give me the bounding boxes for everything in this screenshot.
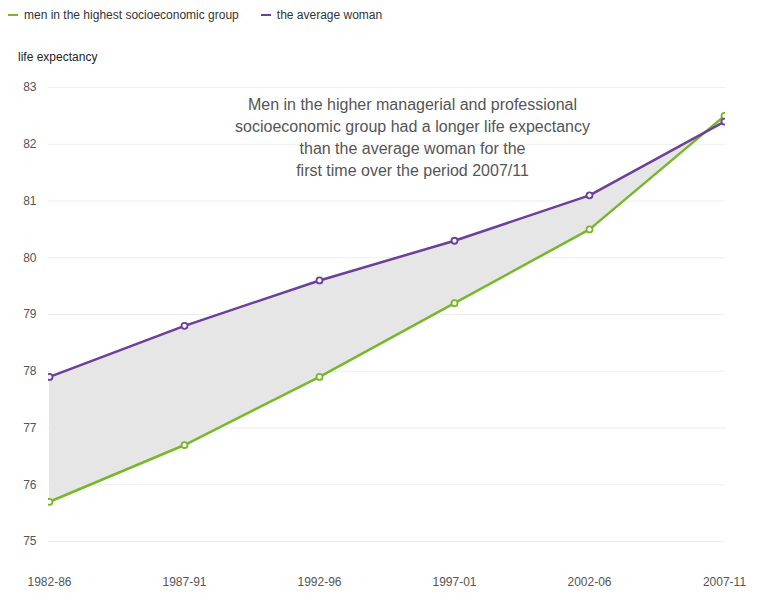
svg-text:77: 77 — [23, 421, 37, 435]
svg-text:81: 81 — [23, 194, 37, 208]
html-text:the average woman: the average woman — [276, 8, 383, 22]
svg-text:83: 83 — [23, 80, 37, 94]
svg-text:78: 78 — [23, 364, 37, 378]
svg-text:80: 80 — [23, 251, 37, 265]
svg-text:2002-06: 2002-06 — [567, 575, 611, 589]
svg-text:79: 79 — [23, 307, 37, 321]
html-text:life expectancy: life expectancy — [18, 50, 98, 64]
svg-text:82: 82 — [23, 137, 37, 151]
html-text:men in the highest socioeconom: men in the highest socioeconomic group — [24, 8, 239, 22]
svg-text:75: 75 — [23, 534, 37, 548]
svg-text:1992-96: 1992-96 — [297, 575, 341, 589]
html-text:Men in the higher managerial a: Men in the higher managerial and profess… — [235, 96, 590, 179]
svg-text:76: 76 — [23, 478, 37, 492]
svg-text:1982-86: 1982-86 — [27, 575, 71, 589]
svg-text:1997-01: 1997-01 — [432, 575, 476, 589]
svg-text:1987-91: 1987-91 — [162, 575, 206, 589]
svg-text:2007-11: 2007-11 — [703, 575, 746, 589]
